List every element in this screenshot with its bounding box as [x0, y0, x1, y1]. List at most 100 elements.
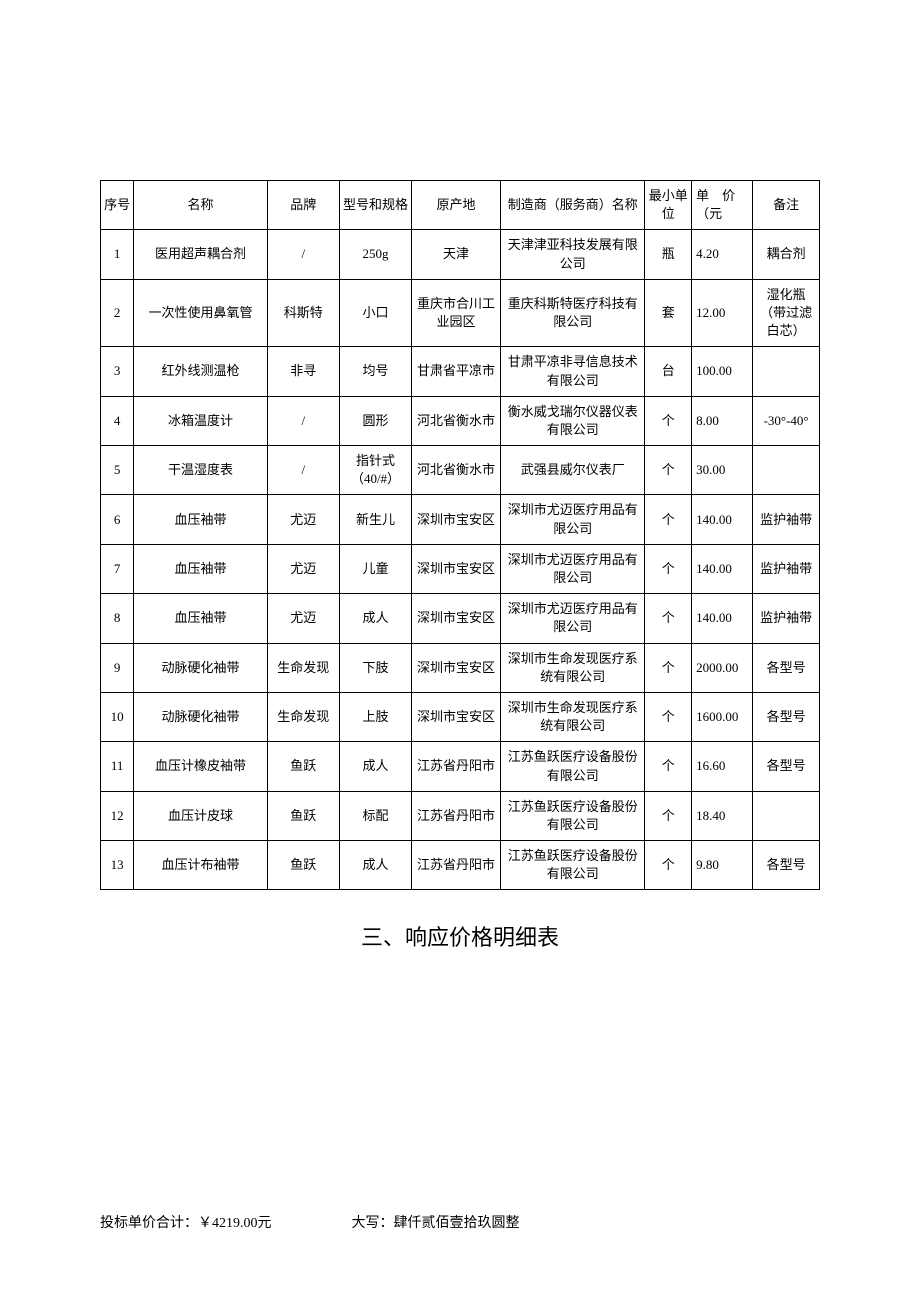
- cell-mfr: 衡水威戈瑞尔仪器仪表有限公司: [501, 396, 645, 445]
- table-row: 7血压袖带尤迈儿童深圳市宝安区深圳市尤迈医疗用品有限公司个140.00监护袖带: [101, 544, 820, 593]
- cell-note: 监护袖带: [753, 594, 820, 643]
- cell-unit: 个: [645, 841, 692, 890]
- cell-seq: 11: [101, 742, 134, 791]
- table-row: 6血压袖带尤迈新生儿深圳市宝安区深圳市尤迈医疗用品有限公司个140.00监护袖带: [101, 495, 820, 544]
- cell-note: 各型号: [753, 692, 820, 741]
- cell-origin: 河北省衡水市: [412, 396, 501, 445]
- cell-name: 动脉硬化袖带: [134, 643, 267, 692]
- cell-spec: 250g: [339, 230, 411, 279]
- cell-price: 140.00: [692, 544, 753, 593]
- cell-price: 100.00: [692, 347, 753, 396]
- cell-spec: 下肢: [339, 643, 411, 692]
- footer-line: 投标单价合计：￥4219.00元 大写：肆仟贰佰壹拾玖圆整: [100, 1212, 820, 1232]
- cell-note: [753, 791, 820, 840]
- cell-origin: 江苏省丹阳市: [412, 742, 501, 791]
- cell-seq: 10: [101, 692, 134, 741]
- cell-unit: 个: [645, 742, 692, 791]
- table-row: 1医用超声耦合剂/250g天津天津津亚科技发展有限公司瓶4.20耦合剂: [101, 230, 820, 279]
- cell-origin: 江苏省丹阳市: [412, 791, 501, 840]
- cell-name: 干温湿度表: [134, 446, 267, 495]
- footer-total: 投标单价合计：￥4219.00元: [100, 1212, 272, 1232]
- cell-seq: 7: [101, 544, 134, 593]
- cell-note: 各型号: [753, 841, 820, 890]
- cell-brand: 鱼跃: [267, 791, 339, 840]
- col-header-spec: 型号和规格: [339, 181, 411, 230]
- cell-unit: 个: [645, 692, 692, 741]
- cell-price: 2000.00: [692, 643, 753, 692]
- cell-seq: 9: [101, 643, 134, 692]
- cell-note: [753, 347, 820, 396]
- cell-mfr: 深圳市生命发现医疗系统有限公司: [501, 643, 645, 692]
- col-header-mfr: 制造商（服务商）名称: [501, 181, 645, 230]
- cell-seq: 4: [101, 396, 134, 445]
- cell-mfr: 江苏鱼跃医疗设备股份有限公司: [501, 841, 645, 890]
- cell-name: 血压袖带: [134, 544, 267, 593]
- cell-unit: 个: [645, 396, 692, 445]
- cell-seq: 1: [101, 230, 134, 279]
- cell-price: 1600.00: [692, 692, 753, 741]
- table-row: 5干温湿度表/指针式（40/#）河北省衡水市武强县威尔仪表厂个30.00: [101, 446, 820, 495]
- cell-unit: 瓶: [645, 230, 692, 279]
- cell-seq: 12: [101, 791, 134, 840]
- cell-origin: 深圳市宝安区: [412, 594, 501, 643]
- cell-spec: 儿童: [339, 544, 411, 593]
- cell-seq: 6: [101, 495, 134, 544]
- cell-unit: 个: [645, 643, 692, 692]
- cell-brand: 生命发现: [267, 643, 339, 692]
- cell-unit: 台: [645, 347, 692, 396]
- cell-seq: 8: [101, 594, 134, 643]
- table-header: 序号名称品牌型号和规格原产地制造商（服务商）名称最小单位单 价（元备注: [101, 181, 820, 230]
- cell-price: 4.20: [692, 230, 753, 279]
- cell-note: 各型号: [753, 643, 820, 692]
- cell-unit: 个: [645, 791, 692, 840]
- cell-price: 8.00: [692, 396, 753, 445]
- cell-mfr: 深圳市尤迈医疗用品有限公司: [501, 594, 645, 643]
- cell-seq: 13: [101, 841, 134, 890]
- col-header-unit: 最小单位: [645, 181, 692, 230]
- cell-name: 红外线测温枪: [134, 347, 267, 396]
- cell-spec: 成人: [339, 742, 411, 791]
- cell-origin: 江苏省丹阳市: [412, 841, 501, 890]
- cell-price: 140.00: [692, 594, 753, 643]
- table-row: 13血压计布袖带鱼跃成人江苏省丹阳市江苏鱼跃医疗设备股份有限公司个9.80各型号: [101, 841, 820, 890]
- table-body: 1医用超声耦合剂/250g天津天津津亚科技发展有限公司瓶4.20耦合剂2一次性使…: [101, 230, 820, 890]
- cell-price: 140.00: [692, 495, 753, 544]
- cell-origin: 深圳市宝安区: [412, 495, 501, 544]
- cell-note: -30°-40°: [753, 396, 820, 445]
- cell-brand: 尤迈: [267, 544, 339, 593]
- cell-note: 各型号: [753, 742, 820, 791]
- cell-unit: 个: [645, 544, 692, 593]
- cell-mfr: 武强县威尔仪表厂: [501, 446, 645, 495]
- col-header-origin: 原产地: [412, 181, 501, 230]
- cell-origin: 天津: [412, 230, 501, 279]
- table-row: 3红外线测温枪非寻均号甘肃省平凉市甘肃平凉非寻信息技术有限公司台100.00: [101, 347, 820, 396]
- cell-mfr: 深圳市尤迈医疗用品有限公司: [501, 544, 645, 593]
- cell-unit: 套: [645, 279, 692, 347]
- cell-price: 30.00: [692, 446, 753, 495]
- cell-brand: 尤迈: [267, 594, 339, 643]
- cell-origin: 甘肃省平凉市: [412, 347, 501, 396]
- cell-price: 16.60: [692, 742, 753, 791]
- cell-name: 一次性使用鼻氧管: [134, 279, 267, 347]
- cell-note: 监护袖带: [753, 544, 820, 593]
- cell-note: 监护袖带: [753, 495, 820, 544]
- cell-unit: 个: [645, 594, 692, 643]
- cell-brand: 尤迈: [267, 495, 339, 544]
- cell-brand: 科斯特: [267, 279, 339, 347]
- table-row: 11血压计橡皮袖带鱼跃成人江苏省丹阳市江苏鱼跃医疗设备股份有限公司个16.60各…: [101, 742, 820, 791]
- table-row: 2一次性使用鼻氧管科斯特小口重庆市合川工业园区重庆科斯特医疗科技有限公司套12.…: [101, 279, 820, 347]
- cell-name: 血压计布袖带: [134, 841, 267, 890]
- cell-seq: 5: [101, 446, 134, 495]
- col-header-note: 备注: [753, 181, 820, 230]
- cell-origin: 深圳市宝安区: [412, 643, 501, 692]
- cell-seq: 2: [101, 279, 134, 347]
- table-header-row: 序号名称品牌型号和规格原产地制造商（服务商）名称最小单位单 价（元备注: [101, 181, 820, 230]
- cell-name: 医用超声耦合剂: [134, 230, 267, 279]
- cell-spec: 新生儿: [339, 495, 411, 544]
- cell-price: 12.00: [692, 279, 753, 347]
- col-header-seq: 序号: [101, 181, 134, 230]
- cell-note: 耦合剂: [753, 230, 820, 279]
- cell-brand: 非寻: [267, 347, 339, 396]
- cell-spec: 小口: [339, 279, 411, 347]
- cell-unit: 个: [645, 446, 692, 495]
